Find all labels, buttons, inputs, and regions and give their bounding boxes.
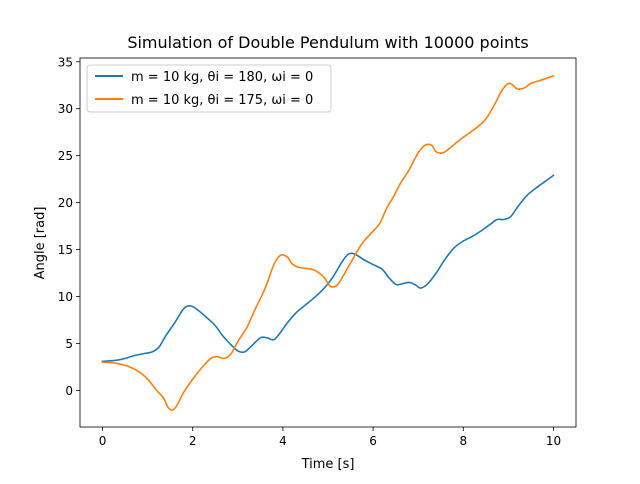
y-tick-label: 0 xyxy=(65,384,73,398)
x-tick-label: 0 xyxy=(99,434,107,448)
legend-label-series-2: m = 10 kg, θi = 175, ωi = 0 xyxy=(131,93,313,108)
legend: m = 10 kg, θi = 180, ωi = 0 m = 10 kg, θ… xyxy=(86,64,332,113)
y-tick-label: 25 xyxy=(58,149,73,163)
series-line-1 xyxy=(101,174,555,363)
series-line-2 xyxy=(101,74,555,411)
y-tick-label: 30 xyxy=(58,102,73,116)
x-tick-label: 10 xyxy=(546,434,561,448)
x-axis: 0 2 4 6 8 10 xyxy=(99,427,561,448)
x-axis-label: Time [s] xyxy=(301,457,355,472)
chart-title: Simulation of Double Pendulum with 10000… xyxy=(127,33,528,52)
x-tick-label: 8 xyxy=(459,434,467,448)
x-tick-label: 4 xyxy=(279,434,287,448)
y-axis-label: Angle [rad] xyxy=(33,207,48,280)
y-tick-label: 20 xyxy=(58,196,73,210)
y-tick-label: 10 xyxy=(58,290,73,304)
y-tick-label: 15 xyxy=(58,243,73,257)
y-tick-label: 35 xyxy=(58,55,73,69)
plot-frame xyxy=(79,57,577,428)
legend-label-series-1: m = 10 kg, θi = 180, ωi = 0 xyxy=(131,70,313,85)
y-tick-label: 5 xyxy=(65,337,73,351)
y-axis: 0 5 10 15 20 25 30 35 xyxy=(58,55,80,398)
x-tick-label: 6 xyxy=(369,434,377,448)
x-tick-label: 2 xyxy=(189,434,197,448)
legend-box xyxy=(86,64,332,113)
plot-lines xyxy=(101,74,555,411)
